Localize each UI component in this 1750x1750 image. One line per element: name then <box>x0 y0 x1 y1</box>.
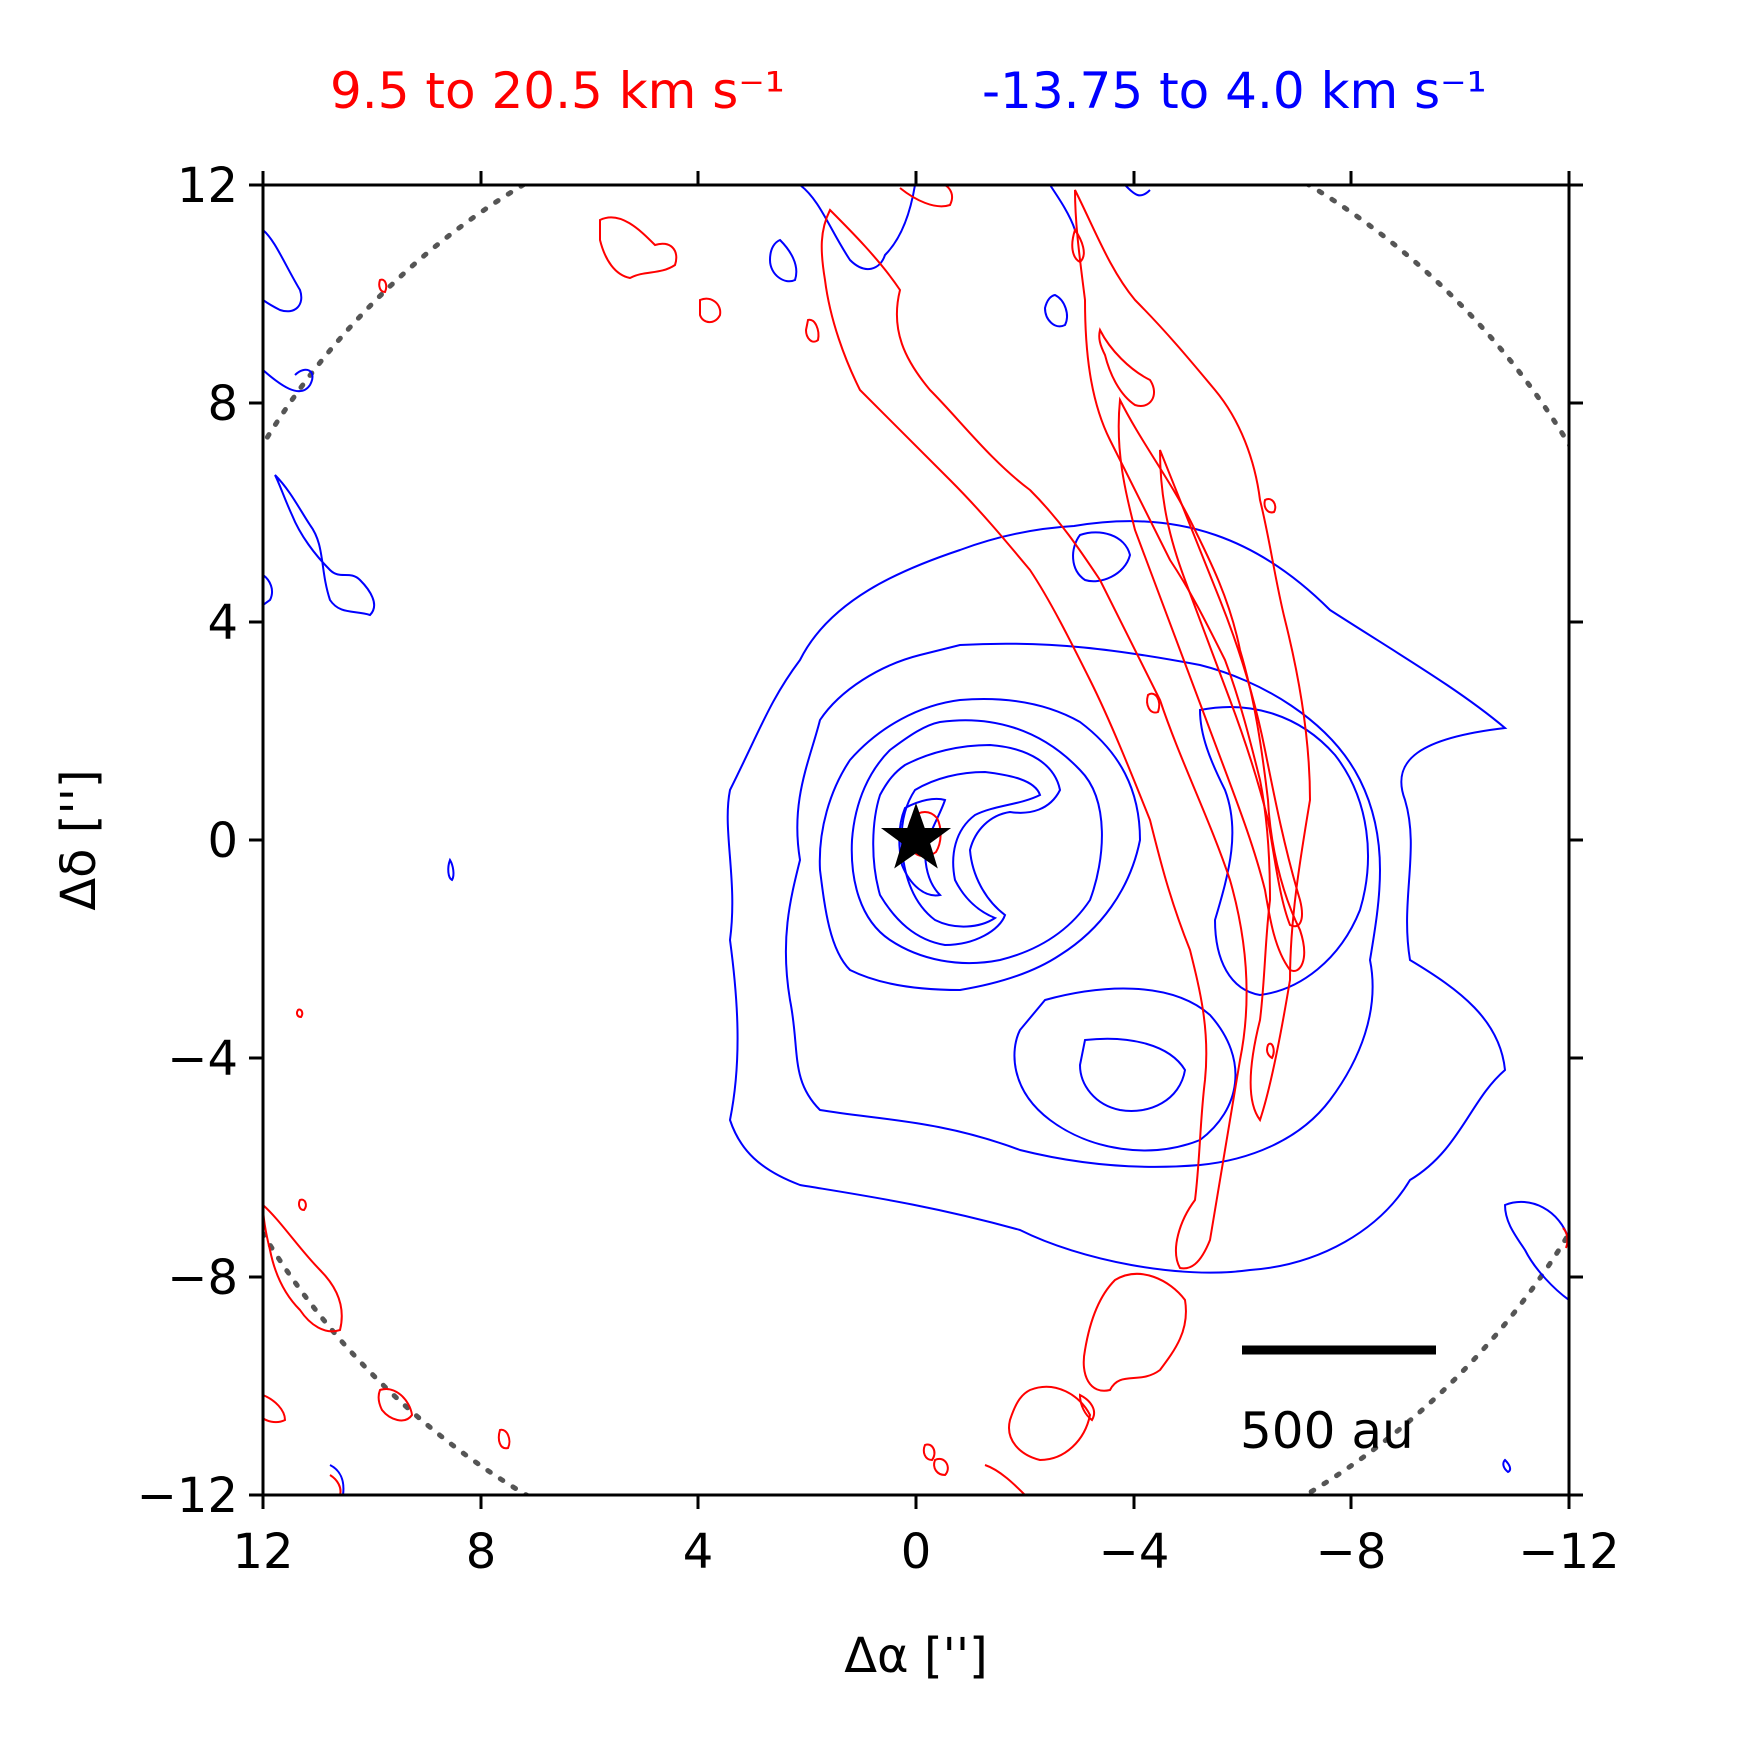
red-stream-3 <box>1117 396 1306 972</box>
x-tick-label: 4 <box>683 1524 714 1580</box>
red-blob-w-1 <box>378 278 388 294</box>
blue-contour-bottom-1 <box>329 1464 345 1495</box>
blue-contour-top-3 <box>1124 185 1151 197</box>
blue-contour-sw-1 <box>1013 987 1237 1152</box>
red-blob-n-4 <box>899 185 954 208</box>
blue-contour-outer <box>726 520 1508 1274</box>
red-blob-n-5 <box>1071 227 1085 264</box>
red-blob-e-3 <box>1266 1042 1275 1060</box>
red-stream-outer <box>820 208 1248 1270</box>
red-blob-sw-4 <box>497 1428 511 1450</box>
blue-contour-left-5 <box>447 857 455 882</box>
blue-velocity-range: -13.75 to 4.0 km s⁻¹ <box>982 62 1487 120</box>
blue-contour-ne-1 <box>1072 531 1132 583</box>
y-axis-label: Δδ [''] <box>51 769 107 910</box>
star-marker <box>880 802 952 869</box>
red-blob-s-4 <box>933 1457 949 1477</box>
blue-contour-top-1 <box>799 185 916 270</box>
y-tick-label: −8 <box>167 1250 238 1306</box>
blue-contour-3 <box>818 698 1142 992</box>
blue-contour-top-5 <box>1043 293 1068 328</box>
red-blob-sw-5 <box>298 1198 307 1212</box>
red-stream-5 <box>1159 449 1303 928</box>
y-tick-label: 12 <box>177 158 238 214</box>
blue-contour-top-2 <box>1049 185 1076 231</box>
blue-contour-5 <box>872 743 1062 947</box>
y-tick-label: 4 <box>207 595 238 651</box>
red-contours <box>263 185 1569 1495</box>
red-blob-sw-2 <box>377 1388 414 1422</box>
red-velocity-label: 9.5 to 20.5 km s⁻¹ <box>330 62 785 120</box>
red-blob-w-3 <box>1562 1227 1569 1249</box>
blue-contours <box>263 185 1569 1495</box>
blue-contour-bottom-2 <box>1502 1458 1512 1474</box>
x-tick-label: 0 <box>901 1524 932 1580</box>
blue-contour-sw-2 <box>1078 1037 1187 1112</box>
red-blob-sw-3 <box>263 1394 287 1424</box>
blue-contour-west-1 <box>1503 1200 1569 1302</box>
tick-marks <box>249 171 1583 1509</box>
red-blob-sw-6 <box>329 1474 342 1495</box>
y-tick-labels: −12 −8 −4 0 4 8 12 <box>137 158 238 1524</box>
blue-contour-2 <box>784 642 1381 1168</box>
red-blob-n-3 <box>804 318 820 343</box>
red-blob-s-2 <box>1008 1385 1092 1462</box>
red-blob-e-1 <box>1263 498 1277 514</box>
x-tick-label: 8 <box>466 1524 497 1580</box>
blue-contour-top-4 <box>768 238 798 283</box>
x-tick-label: −4 <box>1099 1524 1170 1580</box>
x-tick-labels: 12 8 4 0 −4 −8 −12 <box>232 1524 1619 1580</box>
red-blob-sw-1 <box>263 1203 343 1333</box>
red-blob-w-2 <box>296 1008 304 1019</box>
blue-velocity-label: -13.75 to 4.0 km s⁻¹ <box>982 62 1487 120</box>
plot-area: 500 au <box>263 185 1569 1495</box>
blue-contour-left-1 <box>263 229 303 313</box>
x-axis-label: Δα [''] <box>844 1628 988 1684</box>
blue-contour-left-2 <box>263 368 314 393</box>
y-tick-label: −12 <box>137 1468 238 1524</box>
red-blob-n-1 <box>599 216 678 280</box>
blue-contour-e-ring <box>1198 706 1369 997</box>
y-tick-label: −4 <box>167 1031 238 1087</box>
red-stream-2 <box>1074 189 1312 1123</box>
red-blob-e-2 <box>1146 692 1161 714</box>
blue-contour-left-3 <box>274 474 376 617</box>
x-tick-label: 12 <box>232 1524 293 1580</box>
y-tick-label: 8 <box>207 376 238 432</box>
x-tick-label: −12 <box>1518 1524 1619 1580</box>
red-velocity-range: 9.5 to 20.5 km s⁻¹ <box>330 62 785 120</box>
red-blob-n-2 <box>699 297 722 324</box>
scalebar-label: 500 au <box>1240 1402 1414 1460</box>
red-blob-c-1 <box>922 1443 936 1462</box>
blue-contour-6 <box>900 770 1042 928</box>
red-blob-s-1 <box>1082 1272 1187 1392</box>
red-stream-4 <box>1098 327 1155 407</box>
blue-contour-4 <box>850 719 1103 965</box>
blue-contour-left-4 <box>263 574 273 606</box>
red-blob-s-3 <box>1078 1393 1096 1422</box>
red-blob-s-5 <box>984 1464 1026 1495</box>
x-tick-label: −8 <box>1316 1524 1387 1580</box>
y-tick-label: 0 <box>207 813 238 869</box>
